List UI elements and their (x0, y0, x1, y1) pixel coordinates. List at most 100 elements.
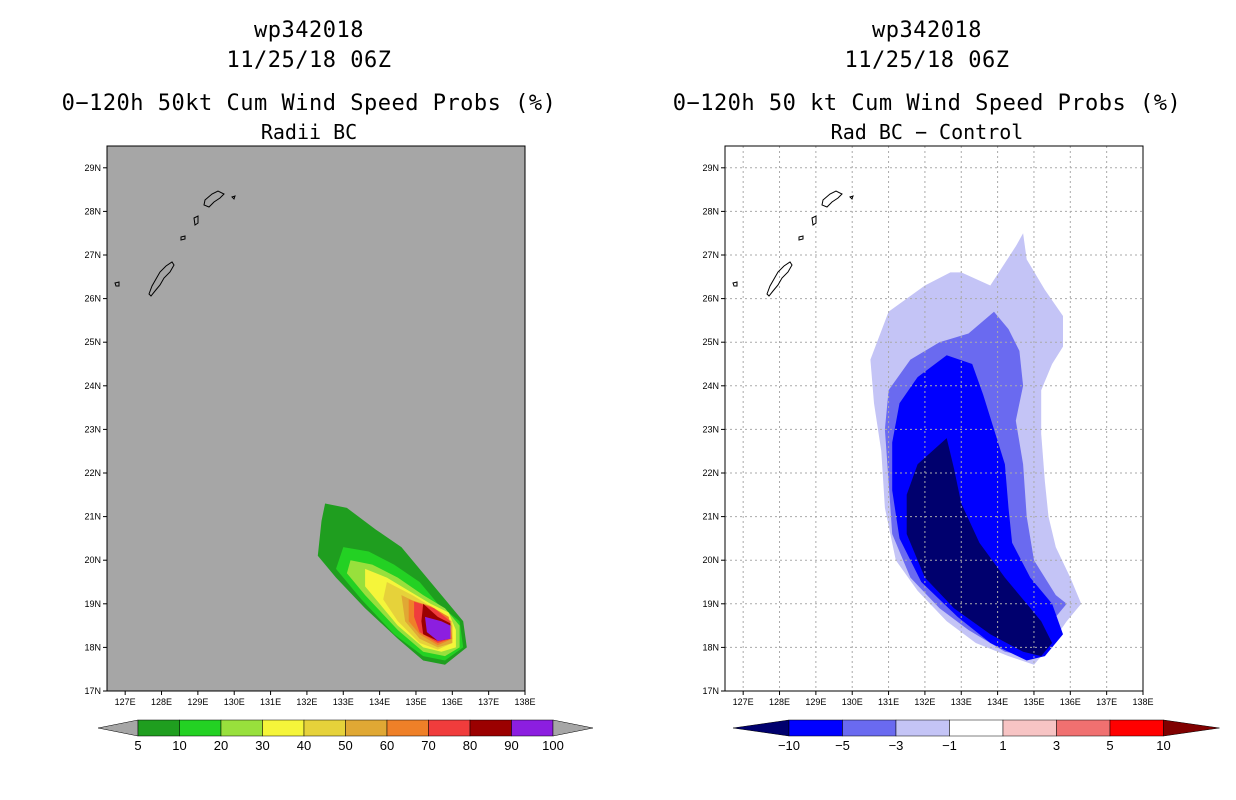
okinawa-island-outline (148, 261, 175, 297)
x-tick-label: 138E (514, 697, 535, 707)
x-tick-label: 129E (187, 697, 208, 707)
x-tick-label: 135E (405, 697, 426, 707)
colorbar-tick-label: 40 (297, 738, 311, 753)
right-colorbar: −10 −5 −3 −1 1 3 5 10 (732, 719, 1220, 753)
colorbar-swatch (386, 719, 429, 737)
x-tick-label: 127E (733, 697, 754, 707)
tokunoshima-island-outline (193, 215, 199, 226)
x-tick-label: 128E (769, 697, 790, 707)
colorbar-swatch (469, 719, 512, 737)
right-title-experiment: Rad BC − Control (831, 120, 1024, 144)
x-tick-label: 129E (805, 697, 826, 707)
amami-island-outline (821, 190, 843, 208)
y-tick-label: 28N (84, 206, 101, 216)
x-tick-label: 131E (878, 697, 899, 707)
colorbar-swatch (137, 719, 180, 737)
y-tick-label: 18N (702, 642, 719, 652)
colorbar-tick-label: 70 (421, 738, 435, 753)
right-axes: 127E 128E 129E 130E 131E 132E 133E 134E 135E 136E… (702, 163, 1153, 707)
left-map-frame (106, 145, 526, 692)
colorbar-swatch (303, 719, 346, 737)
x-tick-label: 136E (442, 697, 463, 707)
x-tick-label: 134E (987, 697, 1008, 707)
y-tick-label: 19N (702, 599, 719, 609)
y-tick-label: 23N (702, 424, 719, 434)
x-tick-label: 127E (115, 697, 136, 707)
colorbar-tick-label: 20 (214, 738, 228, 753)
colorbar-swatch (262, 719, 305, 737)
left-colorbar: 5 10 20 30 40 50 60 70 80 90 100 (97, 719, 594, 753)
y-tick-label: 18N (84, 642, 101, 652)
left-coastlines (114, 190, 236, 297)
left-axes: 127E 128E 129E 130E 131E 132E 133E 134E 135E 136E… (84, 163, 535, 707)
y-tick-label: 29N (84, 163, 101, 173)
y-tick-label: 19N (84, 599, 101, 609)
y-tick-label: 24N (84, 381, 101, 391)
okinoerabu-island-outline (798, 235, 804, 241)
left-title-storm-id: wp342018 (254, 18, 364, 43)
y-tick-label: 25N (84, 337, 101, 347)
colorbar-under-triangle (732, 719, 790, 737)
y-tick-label: 24N (702, 381, 719, 391)
y-tick-label: 27N (84, 250, 101, 260)
y-tick-label: 20N (84, 555, 101, 565)
left-contour-layer (317, 503, 467, 665)
y-tick-label: 25N (702, 337, 719, 347)
colorbar-tick-label: −1 (942, 738, 957, 753)
okinawa-island-outline (766, 261, 793, 297)
y-tick-label: 26N (702, 294, 719, 304)
small-island-outline (849, 195, 854, 200)
x-tick-label: 138E (1132, 697, 1153, 707)
y-tick-label: 29N (702, 163, 719, 173)
y-tick-label: 20N (702, 555, 719, 565)
colorbar-tick-label: 100 (542, 738, 564, 753)
tokunoshima-island-outline (811, 215, 817, 226)
left-contour-level-90 (425, 616, 451, 641)
colorbar-swatch (842, 719, 897, 737)
y-tick-label: 28N (702, 206, 719, 216)
colorbar-under-triangle (97, 719, 139, 737)
colorbar-swatch (345, 719, 388, 737)
right-title-date: 11/25/18 06Z (845, 48, 1010, 73)
right-gridlines (725, 146, 1143, 691)
x-tick-label: 137E (1096, 697, 1117, 707)
right-title-storm-id: wp342018 (872, 18, 982, 43)
x-tick-label: 134E (369, 697, 390, 707)
colorbar-tick-label: 1 (999, 738, 1006, 753)
colorbar-swatch (179, 719, 222, 737)
y-tick-label: 17N (702, 686, 719, 696)
colorbar-tick-label: 80 (463, 738, 477, 753)
y-tick-label: 22N (702, 468, 719, 478)
colorbar-tick-label: −10 (778, 738, 800, 753)
x-tick-label: 133E (333, 697, 354, 707)
colorbar-swatch (511, 719, 554, 737)
kume-island-outline (732, 281, 738, 287)
y-tick-label: 27N (702, 250, 719, 260)
colorbar-over-triangle (1163, 719, 1220, 737)
left-panel: wp342018 11/25/18 06Z 0−120h 50kt Cum Wi… (62, 18, 594, 753)
colorbar-tick-label: 5 (1106, 738, 1113, 753)
x-tick-label: 132E (914, 697, 935, 707)
x-tick-label: 133E (951, 697, 972, 707)
y-tick-label: 22N (84, 468, 101, 478)
x-tick-label: 137E (478, 697, 499, 707)
left-title-experiment: Radii BC (261, 120, 357, 144)
okinoerabu-island-outline (180, 235, 186, 241)
right-contour-layer (870, 233, 1082, 665)
right-map-frame (724, 145, 1144, 692)
colorbar-swatch (220, 719, 263, 737)
colorbar-swatch (428, 719, 471, 737)
colorbar-swatch (895, 719, 950, 737)
x-tick-label: 131E (260, 697, 281, 707)
left-title-product: 0−120h 50kt Cum Wind Speed Probs (%) (62, 91, 557, 116)
colorbar-tick-label: 90 (504, 738, 518, 753)
colorbar-swatch (1056, 719, 1111, 737)
x-tick-label: 136E (1060, 697, 1081, 707)
left-title-date: 11/25/18 06Z (227, 48, 392, 73)
amami-island-outline (203, 190, 225, 208)
x-tick-label: 130E (842, 697, 863, 707)
colorbar-tick-label: −5 (835, 738, 850, 753)
right-coastlines (732, 190, 854, 297)
right-contour-level-minus10 (906, 438, 1053, 657)
